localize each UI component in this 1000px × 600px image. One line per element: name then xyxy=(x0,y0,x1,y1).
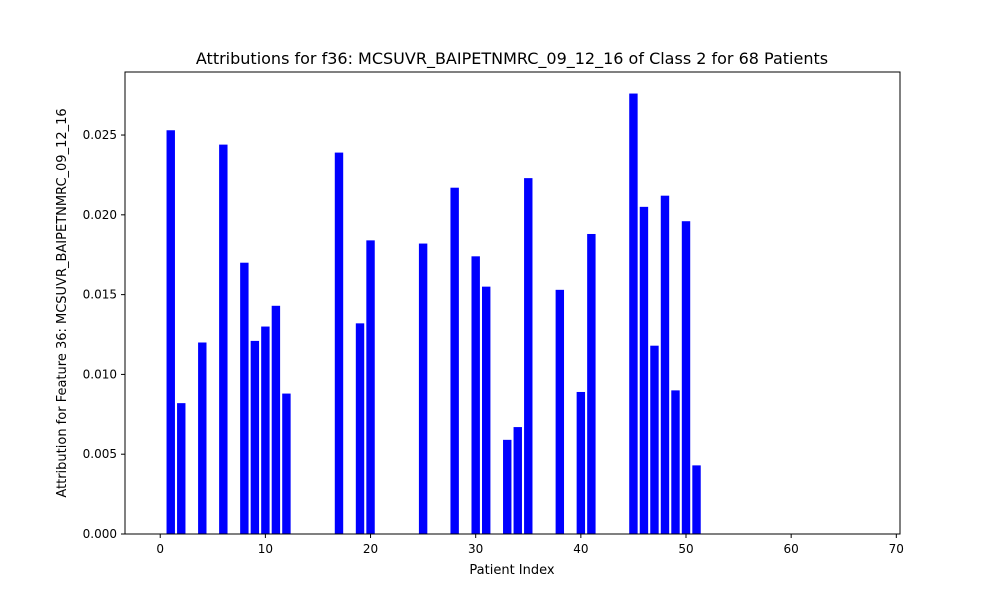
bar xyxy=(660,195,670,534)
y-tick-label: 0.015 xyxy=(83,288,117,302)
bar xyxy=(576,391,586,534)
bar xyxy=(271,305,281,534)
bar xyxy=(219,144,228,535)
bar xyxy=(334,152,344,534)
bar xyxy=(692,465,701,534)
bar xyxy=(450,187,459,535)
y-axis: 0.000 0.005 0.010 0.015 0.020 0.025 xyxy=(83,128,125,541)
bar xyxy=(418,243,428,535)
x-tick-label: 70 xyxy=(889,542,904,556)
bar xyxy=(524,178,533,534)
bar xyxy=(177,403,186,534)
chart-title: Attributions for f36: MCSUVR_BAIPETNMRC_… xyxy=(196,49,828,69)
x-axis: 0 10 20 30 40 50 60 70 xyxy=(156,534,904,556)
bar xyxy=(503,439,512,534)
x-tick-label: 20 xyxy=(363,542,378,556)
x-tick-label: 40 xyxy=(573,542,588,556)
bar xyxy=(366,240,375,534)
bar xyxy=(198,342,207,534)
bar xyxy=(639,206,649,535)
bar xyxy=(671,390,680,534)
y-tick-label: 0.025 xyxy=(83,128,117,142)
x-tick-label: 0 xyxy=(156,542,164,556)
x-tick-label: 50 xyxy=(678,542,693,556)
y-axis-label: Attribution for Feature 36: MCSUVR_BAIPE… xyxy=(55,108,70,497)
bar xyxy=(629,93,638,535)
bar xyxy=(681,221,691,534)
x-tick-label: 30 xyxy=(468,542,483,556)
bar xyxy=(471,256,480,534)
y-tick-label: 0.010 xyxy=(83,367,117,381)
plot-area-frame xyxy=(124,71,901,535)
y-tick-label: 0.020 xyxy=(83,208,117,222)
bar xyxy=(250,340,260,534)
y-tick-label: 0.005 xyxy=(83,447,117,461)
bar xyxy=(482,286,491,534)
bar xyxy=(166,130,175,534)
x-tick-label: 60 xyxy=(784,542,799,556)
bar xyxy=(355,323,365,534)
bar xyxy=(513,427,522,534)
bars-group xyxy=(166,93,701,535)
y-tick-label: 0.000 xyxy=(83,527,117,541)
x-tick-label: 10 xyxy=(258,542,273,556)
bar xyxy=(650,345,659,534)
bar xyxy=(261,326,270,534)
x-axis-label: Patient Index xyxy=(469,563,554,578)
bar xyxy=(587,233,596,534)
bar xyxy=(555,289,565,534)
bar xyxy=(282,393,291,534)
bar xyxy=(240,262,249,534)
